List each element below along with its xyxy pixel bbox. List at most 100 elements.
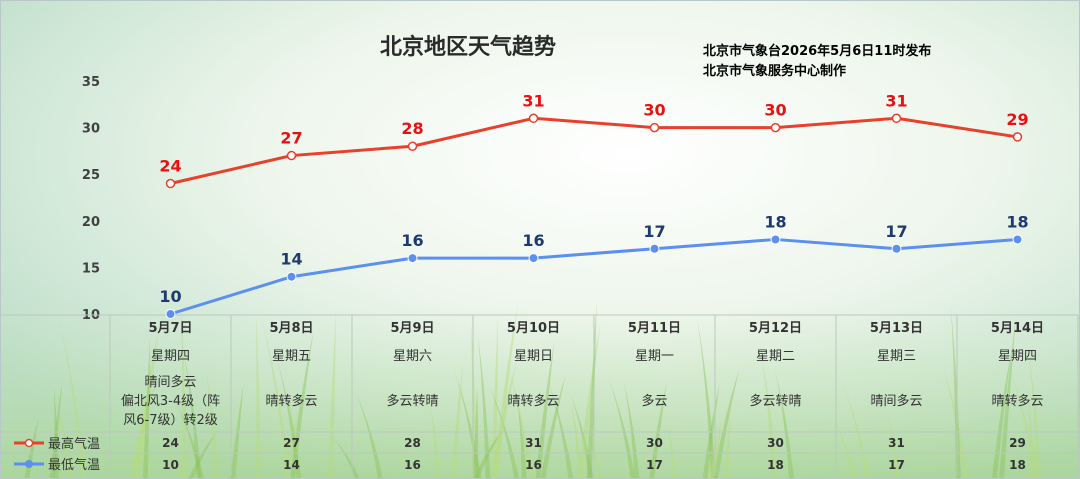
low-temp-data-label: 18	[1006, 212, 1028, 231]
grass-blade	[472, 386, 479, 479]
table-high-temp: 24	[162, 436, 179, 450]
weekday-label: 星期五	[272, 349, 311, 364]
source-line-2: 北京市气象服务中心制作	[703, 63, 846, 79]
grass-band	[0, 300, 1080, 479]
chart-title: 北京地区天气趋势	[380, 34, 556, 60]
grass-blade	[133, 327, 159, 479]
high-temp-data-label: 30	[764, 101, 786, 120]
table-low-temp: 17	[888, 458, 905, 472]
weather-text: 晴转多云	[991, 393, 1043, 409]
high-temp-point	[165, 178, 176, 189]
grass-blade	[490, 361, 517, 479]
grass-blade	[547, 379, 574, 479]
high-temp-data-label: 28	[401, 119, 423, 138]
high-temp-point	[1012, 132, 1023, 142]
grass-blade	[143, 407, 150, 479]
grass-blade	[517, 403, 527, 479]
grass-blade	[940, 359, 969, 479]
high-temp-point	[528, 113, 539, 124]
table-low-temp: 10	[162, 458, 179, 472]
weather-text: 风6-7级）转2级	[123, 413, 218, 428]
grass-blade	[53, 387, 59, 479]
grass-blade	[157, 433, 186, 479]
grass-blade	[58, 315, 87, 479]
grass-blade	[991, 352, 1012, 479]
low-temp-data-label: 10	[159, 287, 181, 306]
grass-blade	[486, 380, 520, 479]
grass-blade	[950, 306, 961, 479]
grass-blade	[1008, 366, 1040, 479]
table-high-temp: 27	[283, 436, 300, 450]
grass-blade	[712, 369, 740, 479]
grass-blade	[490, 316, 499, 479]
low-temp-point	[407, 253, 418, 264]
y-tick-label: 30	[82, 122, 100, 137]
date-label: 5月11日	[628, 321, 681, 336]
date-label: 5月14日	[991, 321, 1044, 336]
low-temp-point	[770, 234, 781, 245]
grass-blade	[493, 303, 519, 479]
grass-blade	[708, 428, 714, 479]
grass-blade	[327, 311, 336, 479]
table-high-temp: 28	[404, 436, 421, 450]
grass-blade	[1027, 393, 1035, 479]
weather-text: 晴转多云	[265, 393, 317, 409]
weather-text: 多云转晴	[386, 393, 438, 409]
grass-blade	[520, 431, 537, 479]
date-label: 5月8日	[269, 321, 313, 336]
grass-blade	[623, 381, 640, 479]
grass-blade	[182, 346, 202, 479]
low-temp-point	[286, 271, 297, 282]
grass-blade	[287, 389, 302, 479]
legend-marker	[24, 438, 34, 448]
grass-blade	[760, 349, 778, 479]
legend-label: 最低气温	[48, 457, 100, 473]
data-table: 5月7日星期四晴间多云偏北风3-4级（阵风6-7级）转2级24105月8日星期五…	[0, 314, 1079, 476]
low-temp-data-label: 16	[522, 231, 544, 250]
grass-blade	[470, 321, 477, 479]
high-temp-point	[891, 113, 902, 124]
grass-blade	[506, 360, 533, 479]
grass-blade	[450, 361, 464, 479]
grass-blade	[173, 396, 205, 479]
low-temp-point	[528, 253, 539, 264]
grass-blade	[188, 431, 217, 479]
grass-blade	[276, 357, 302, 479]
weather-text: 多云转晴	[749, 393, 801, 409]
table-low-temp: 16	[525, 458, 542, 472]
y-tick-label: 25	[82, 168, 100, 183]
grass-decoration	[24, 300, 1042, 479]
date-label: 5月9日	[390, 321, 434, 336]
table-low-temp: 17	[646, 458, 663, 472]
low-temp-data-label: 18	[764, 212, 786, 231]
series-lines: 24 27 28 31 30 30 31 29 10 14 16 16 17 18 17 18	[159, 91, 1029, 319]
grass-blade	[49, 381, 63, 479]
grass-blade	[230, 383, 244, 479]
table-high-temp: 31	[525, 436, 542, 450]
weekday-label: 星期四	[998, 349, 1037, 364]
low-temp-point	[891, 243, 902, 254]
y-tick-label: 20	[82, 215, 100, 230]
grass-blade	[283, 405, 300, 479]
grass-blade	[999, 318, 1016, 479]
legend-marker	[25, 460, 33, 468]
table-high-temp: 30	[767, 436, 784, 450]
grass-blade	[774, 370, 795, 479]
weekday-label: 星期四	[151, 349, 190, 364]
weekday-label: 星期三	[877, 349, 916, 364]
grass-blade	[535, 340, 555, 479]
series-line-low	[170, 237, 1018, 316]
weekday-label: 星期六	[393, 349, 432, 364]
series-line-high	[170, 116, 1018, 185]
date-label: 5月13日	[870, 321, 923, 336]
grass-blade	[570, 399, 583, 479]
high-temp-point	[407, 141, 418, 151]
y-tick-label: 35	[82, 75, 100, 90]
low-temp-point	[165, 309, 176, 319]
weather-text: 多云	[641, 393, 667, 409]
table-high-temp: 31	[888, 436, 905, 450]
grass-blade	[649, 382, 667, 479]
high-temp-data-label: 27	[280, 129, 302, 148]
